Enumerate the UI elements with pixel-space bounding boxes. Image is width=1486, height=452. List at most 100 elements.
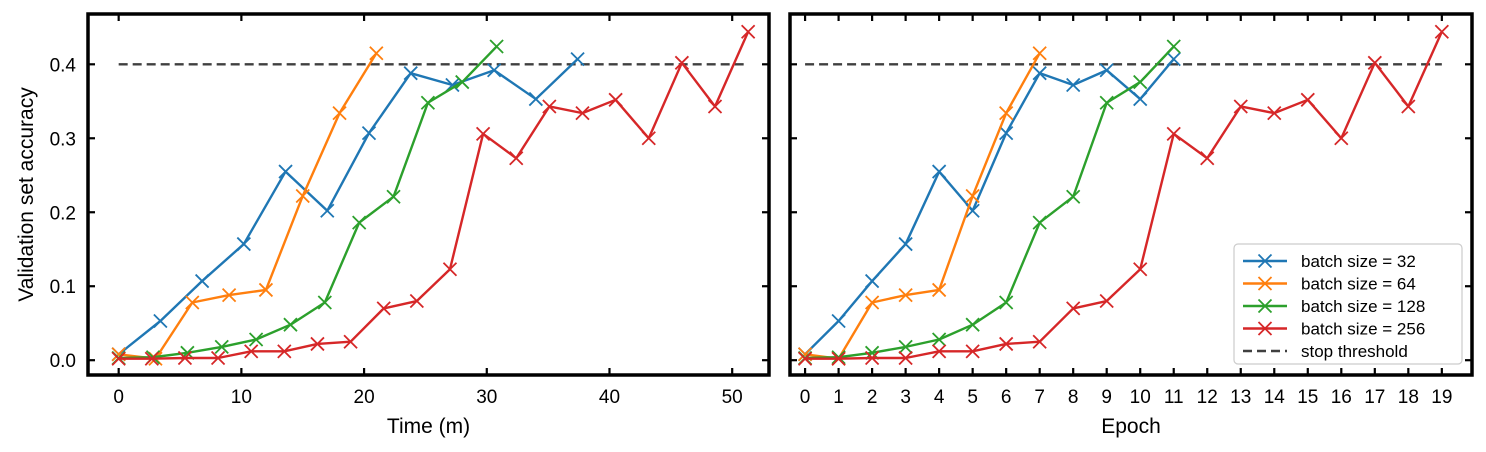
data-point-marker: [707, 99, 723, 114]
data-point-marker: [999, 125, 1014, 141]
legend-item: batch size = 128: [1243, 297, 1425, 316]
data-point-marker: [475, 126, 491, 141]
x-tick-label: 20: [354, 387, 375, 408]
legend-label: batch size = 32: [1301, 252, 1416, 271]
data-point-marker: [278, 164, 293, 179]
series-line: [117, 58, 579, 356]
data-point-marker: [674, 55, 690, 70]
y-tick-label: 0.3: [50, 129, 76, 150]
data-point-marker: [999, 336, 1014, 352]
data-point-marker: [1267, 105, 1282, 121]
data-point-marker: [864, 273, 880, 289]
x-tick-label: 13: [1230, 387, 1251, 408]
data-point-marker: [144, 351, 159, 366]
data-point-marker: [608, 92, 623, 107]
data-point-marker: [1133, 262, 1148, 277]
series-line: [805, 45, 1175, 360]
data-point-marker: [1099, 63, 1114, 78]
data-point-marker: [797, 351, 813, 366]
data-point-marker: [277, 344, 292, 359]
data-point-marker: [528, 91, 544, 107]
data-point-marker: [1032, 46, 1047, 61]
legend-label: batch size = 64: [1301, 275, 1416, 294]
data-point-marker: [332, 105, 347, 121]
data-point-marker: [258, 282, 274, 298]
x-tick-label: 16: [1331, 387, 1352, 408]
data-point-marker: [570, 51, 585, 67]
data-point-marker: [1099, 293, 1114, 309]
series-3: [797, 39, 1181, 366]
data-point-marker: [1066, 77, 1081, 93]
data-point-marker: [1166, 126, 1181, 141]
data-point-marker: [641, 131, 656, 146]
x-axis-label: Epoch: [1101, 415, 1161, 438]
x-tick-label: 4: [934, 387, 945, 408]
data-point-marker: [1066, 189, 1081, 204]
x-tick-label: 3: [900, 387, 911, 408]
data-point-marker: [898, 339, 913, 355]
data-point-marker: [214, 339, 229, 355]
x-tick-label: 8: [1068, 387, 1079, 408]
x-tick-label: 10: [1130, 387, 1151, 408]
series-3: [111, 39, 504, 366]
legend-item: batch size = 32: [1243, 252, 1416, 271]
legend-label: batch size = 128: [1301, 297, 1425, 316]
y-tick-label: 0.1: [50, 277, 76, 298]
legend-item: batch size = 256: [1243, 320, 1425, 339]
data-point-marker: [864, 295, 880, 310]
data-point-marker: [210, 350, 226, 366]
data-point-marker: [487, 63, 502, 78]
data-point-marker: [1032, 334, 1047, 349]
data-point-marker: [965, 317, 980, 332]
data-point-marker: [361, 125, 377, 141]
data-point-marker: [420, 95, 436, 110]
x-tick-label: 1: [833, 387, 844, 408]
data-point-marker: [741, 24, 756, 39]
legend-item: stop threshold: [1243, 342, 1408, 361]
x-tick-label: 12: [1197, 387, 1218, 408]
legend-marker: [1257, 253, 1273, 269]
x-tick-label: 18: [1398, 387, 1419, 408]
axes-frame: [788, 12, 1474, 377]
data-point-marker: [1066, 301, 1081, 316]
x-tick-label: 9: [1101, 387, 1112, 408]
data-point-marker: [1166, 51, 1181, 67]
legend-box: [1233, 243, 1463, 365]
data-point-marker: [194, 273, 210, 289]
data-point-marker: [185, 295, 200, 310]
series-line: [118, 45, 498, 360]
data-point-marker: [999, 295, 1014, 310]
data-point-marker: [1401, 99, 1416, 114]
data-point-marker: [248, 332, 264, 347]
chart-panel-1: 0 10 20 30 40 50 0.0 0.1 0.2 0.3 0.4 Time (m) Valida…: [15, 12, 771, 438]
data-point-marker: [320, 203, 335, 218]
data-point-marker: [931, 344, 947, 359]
data-point-marker: [295, 188, 310, 204]
data-point-marker: [831, 350, 846, 365]
x-tick-label: 19: [1431, 387, 1452, 408]
x-tick-label: 17: [1364, 387, 1385, 408]
series-1: [797, 51, 1181, 362]
legend-marker: [1257, 276, 1273, 291]
data-point-marker: [244, 344, 259, 359]
data-point-marker: [898, 236, 913, 252]
x-tick-label: 7: [1034, 387, 1045, 408]
x-tick-label: 30: [476, 387, 497, 408]
data-point-marker: [310, 336, 325, 352]
data-point-marker: [965, 188, 980, 204]
x-tick-label: 0: [113, 387, 124, 408]
series-line: [804, 52, 1041, 360]
x-tick-label: 11: [1164, 387, 1184, 408]
data-point-marker: [898, 287, 913, 303]
legend-label: stop threshold: [1301, 342, 1408, 361]
series-1: [111, 51, 585, 362]
series-4: [111, 24, 756, 366]
x-axis-label: Time (m): [387, 415, 470, 438]
data-point-marker: [352, 215, 367, 230]
data-point-marker: [1434, 24, 1449, 39]
data-point-marker: [831, 351, 846, 366]
data-point-marker: [1099, 95, 1114, 110]
data-point-marker: [1367, 55, 1382, 70]
data-point-marker: [965, 344, 980, 359]
